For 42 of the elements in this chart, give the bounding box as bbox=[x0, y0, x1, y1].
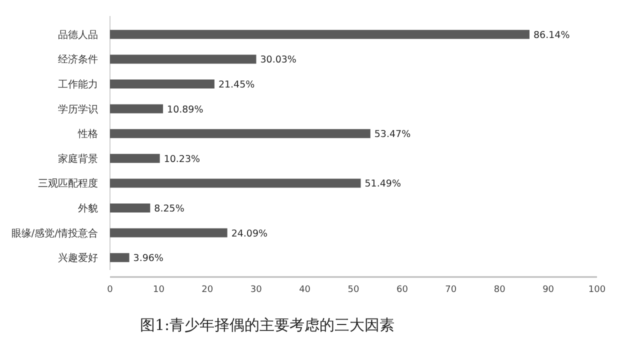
bar bbox=[110, 178, 361, 188]
bar bbox=[110, 204, 150, 212]
data-label: 51.49% bbox=[364, 178, 401, 190]
x-tick-label: 30 bbox=[250, 285, 262, 295]
y-tick-label: 眼缘/感觉/情投意合 bbox=[11, 227, 98, 240]
data-label: 3.96% bbox=[133, 253, 164, 264]
data-label: 53.47% bbox=[374, 129, 411, 140]
x-tick-label: 10 bbox=[152, 285, 165, 295]
bar bbox=[110, 154, 160, 163]
y-tick-label: 性格 bbox=[77, 128, 98, 140]
data-label: 10.23% bbox=[164, 154, 200, 165]
bar bbox=[110, 228, 228, 238]
data-label: 21.45% bbox=[218, 80, 255, 90]
x-tick-label: 90 bbox=[542, 285, 554, 295]
y-tick-label: 三观匹配程度 bbox=[38, 178, 98, 190]
x-tick-label: 0 bbox=[107, 285, 114, 295]
x-tick-label: 40 bbox=[299, 285, 311, 295]
caption: 图1:青少年择偶的主要考虑的三大因素 bbox=[140, 316, 395, 334]
y-tick-label: 品德人品 bbox=[58, 30, 98, 41]
y-tick-label: 外貌 bbox=[78, 202, 98, 214]
data-label: 86.14% bbox=[534, 30, 570, 41]
y-tick-label: 学历学识 bbox=[58, 103, 98, 116]
bar bbox=[110, 80, 214, 88]
data-label: 10.89% bbox=[167, 104, 204, 116]
bar bbox=[110, 129, 370, 138]
bar bbox=[110, 54, 256, 64]
bar bbox=[110, 253, 130, 262]
y-tick-label: 经济条件 bbox=[58, 54, 98, 66]
x-tick-label: 100 bbox=[588, 285, 606, 295]
data-label: 24.09% bbox=[231, 228, 268, 240]
x-tick-label: 70 bbox=[445, 285, 457, 295]
x-tick-label: 60 bbox=[396, 285, 408, 295]
data-label: 30.03% bbox=[260, 54, 296, 66]
bar bbox=[110, 104, 164, 114]
x-tick-label: 50 bbox=[348, 285, 360, 295]
bar bbox=[110, 30, 530, 39]
y-tick-label: 家庭背景 bbox=[58, 152, 98, 165]
y-tick-label: 兴趣爱好 bbox=[58, 252, 98, 264]
x-tick-label: 80 bbox=[494, 285, 506, 295]
y-tick-label: 工作能力 bbox=[58, 78, 98, 90]
data-label: 8.25% bbox=[154, 204, 184, 214]
x-tick-label: 20 bbox=[202, 285, 214, 295]
